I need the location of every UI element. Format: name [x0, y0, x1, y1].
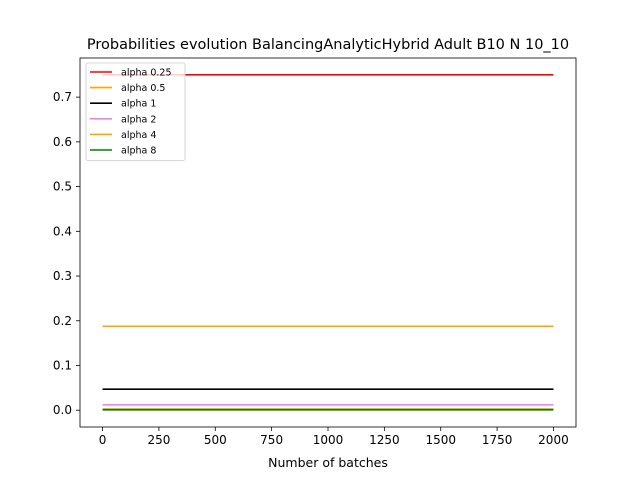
y-axis-ticks: 0.0 0.1 0.2 0.3 0.4 0.5 0.6 0.7: [53, 90, 80, 417]
y-tick-label: 0.5: [53, 180, 72, 194]
legend-entry: alpha 0.5: [121, 83, 165, 94]
x-tick-label: 1750: [482, 433, 513, 447]
x-tick-label: 250: [147, 433, 170, 447]
legend: alpha 0.25 alpha 0.5 alpha 1 alpha 2 alpha 4…: [85, 62, 186, 161]
x-tick-label: 1000: [313, 433, 344, 447]
legend-entry: alpha 1: [121, 99, 156, 110]
legend-entry: alpha 8: [121, 146, 156, 157]
x-tick-label: 0: [99, 433, 107, 447]
legend-entry: alpha 2: [121, 114, 156, 125]
chart-title: Probabilities evolution BalancingAnalyti…: [87, 37, 569, 53]
y-tick-label: 0.6: [53, 135, 72, 149]
x-tick-label: 1500: [425, 433, 456, 447]
y-tick-label: 0.2: [53, 314, 72, 328]
x-axis-label: Number of batches: [268, 455, 388, 470]
y-tick-label: 0.1: [53, 359, 72, 373]
legend-entry: alpha 4: [121, 130, 156, 141]
x-axis-ticks: 0 250 500 750 1000 1250 1500 1750 2000: [99, 427, 569, 447]
y-tick-label: 0.4: [53, 224, 72, 238]
series-lines: [102, 73, 554, 411]
x-tick-label: 750: [260, 433, 283, 447]
y-tick-label: 0.7: [53, 90, 72, 104]
y-tick-label: 0.3: [53, 269, 72, 283]
x-tick-label: 1250: [369, 433, 400, 447]
x-tick-label: 500: [204, 433, 227, 447]
x-tick-label: 2000: [538, 433, 569, 447]
legend-entry: alpha 0.25: [121, 68, 172, 79]
y-tick-label: 0.0: [53, 403, 72, 417]
